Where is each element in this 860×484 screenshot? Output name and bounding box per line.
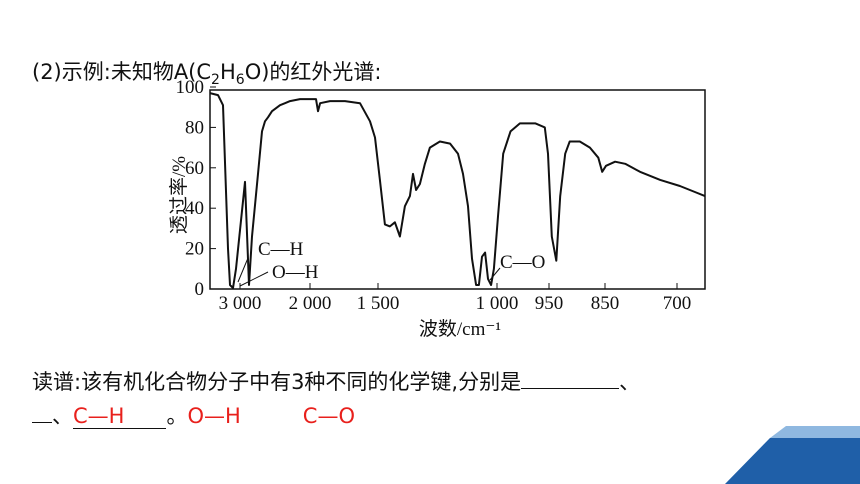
question-text: 读谱:该有机化合物分子中有3种不同的化学键,分别是	[32, 370, 522, 394]
punct: 。	[166, 404, 188, 428]
decor	[770, 426, 860, 438]
y-tick-label: 60	[185, 158, 204, 179]
heading: (2)示例:未知物A(C2H6O)的红外光谱:	[32, 56, 382, 88]
y-tick-label: 40	[185, 198, 204, 219]
heading-sub: 2	[211, 72, 220, 89]
y-tick-label: 0	[195, 279, 205, 300]
spectrum-line	[209, 92, 706, 289]
answer: C—O	[302, 404, 355, 428]
y-tick-label: 80	[185, 117, 204, 138]
y-axis-label: 透过率/%	[168, 156, 190, 234]
answer: O—H	[187, 404, 241, 428]
x-axis-label: 波数/cm⁻¹	[419, 318, 502, 340]
leader	[239, 271, 269, 287]
answer-line: 、C—H 。O—H C—O	[32, 400, 355, 430]
question: 读谱:该有机化合物分子中有3种不同的化学键,分别是 、	[32, 366, 640, 396]
x-tick-label: 3 000	[219, 293, 262, 314]
heading-sub: 6	[235, 72, 245, 89]
x-tick-label: 700	[663, 293, 692, 314]
x-tick-label: 1 500	[357, 293, 400, 314]
y-tick-label: 20	[185, 239, 204, 260]
plot-frame	[209, 89, 706, 290]
decor	[725, 438, 860, 484]
y-tick-label: 100	[176, 77, 205, 98]
heading-part: O)的红外光谱:	[244, 60, 382, 84]
punct: 、	[52, 404, 73, 428]
answer: C—H	[73, 404, 167, 429]
blank	[521, 368, 620, 389]
x-tick-label: 2 000	[289, 293, 332, 314]
heading-part: H	[219, 60, 236, 84]
x-tick-label: 1 000	[476, 293, 519, 314]
leader	[237, 257, 249, 283]
blank	[32, 402, 52, 423]
punct: 、	[619, 370, 641, 394]
heading-part: (2)示例:未知物A(C	[32, 60, 212, 84]
annotation: C—O	[500, 252, 545, 273]
annotation: O—H	[272, 262, 319, 283]
x-tick-label: 950	[535, 293, 564, 314]
annotation: C—H	[258, 239, 304, 260]
x-tick-label: 850	[591, 293, 620, 314]
